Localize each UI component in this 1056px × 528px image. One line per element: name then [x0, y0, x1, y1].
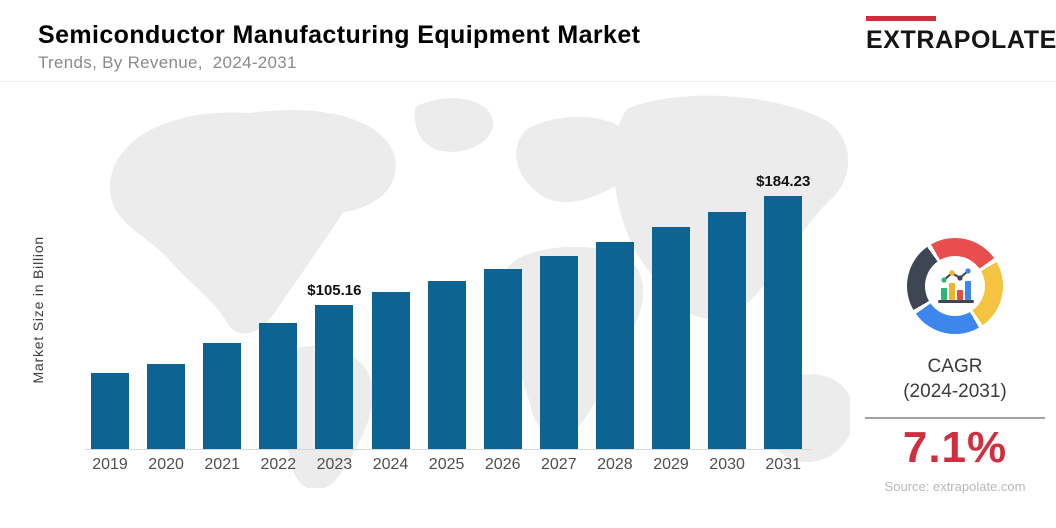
bar-2028: [595, 242, 634, 449]
bar-2026: [483, 269, 522, 449]
x-tick-2024: 2024: [372, 456, 409, 473]
bar-2030: [708, 212, 747, 449]
x-tick-2021: 2021: [204, 456, 240, 473]
x-tick-2029: 2029: [653, 456, 689, 473]
cagr-label: CAGR: [927, 356, 983, 377]
bar-2023: [315, 305, 354, 449]
bar-chart-plot-area: $105.16 $184.23: [85, 173, 812, 449]
data-label-2023: $105.16: [307, 282, 362, 299]
x-tick-2019: 2019: [92, 456, 128, 473]
cagr-panel: CAGR (2024-2031) 7.1% Source: extrapolat…: [855, 230, 1055, 494]
bar-2029: [652, 227, 690, 449]
logo-accent-bar: [866, 16, 936, 21]
x-tick-2030: 2030: [709, 456, 745, 473]
cagr-period: (2024-2031): [903, 381, 1007, 402]
x-tick-2027: 2027: [541, 456, 577, 473]
x-tick-2028: 2028: [597, 456, 633, 473]
cagr-donut-icon: [907, 238, 1003, 334]
donut-hole: [925, 256, 985, 316]
source-credit: Source: extrapolate.com: [884, 479, 1026, 494]
y-axis-label-wrap: Market Size in Billion: [28, 210, 48, 410]
x-tick-2020: 2020: [148, 456, 184, 473]
x-axis-labels: 2019 2020 2021 2022 2023 2024 2025 2026 2027 2028…: [85, 456, 812, 478]
bar-2021: [203, 343, 242, 449]
page-subtitle: Trends, By Revenue, 2024-2031: [38, 53, 297, 72]
bar-2027: [539, 256, 578, 449]
bar-2019: [91, 373, 129, 449]
cagr-value: 7.1%: [902, 423, 1008, 472]
y-axis-label: Market Size in Billion: [30, 236, 46, 384]
page-title: Semiconductor Manufacturing Equipment Ma…: [38, 21, 641, 49]
x-tick-2025: 2025: [428, 456, 465, 473]
extrapolate-logo: EXTRAPOLATE: [866, 16, 1056, 55]
data-label-2031: $184.23: [756, 173, 811, 190]
x-tick-2026: 2026: [484, 456, 521, 473]
mini-bar-line-chart-icon: [938, 268, 974, 303]
cagr-divider: [865, 417, 1045, 419]
x-axis-line: [85, 449, 812, 450]
bar-2024: [371, 292, 410, 449]
x-tick-2022: 2022: [260, 456, 297, 473]
bar-2020: [147, 364, 186, 449]
bar-2022: [259, 323, 298, 449]
x-tick-2023: 2023: [316, 456, 353, 473]
logo-text: EXTRAPOLATE: [866, 26, 1056, 54]
bar-2031: [764, 196, 803, 449]
bar-2025: [427, 281, 466, 449]
x-tick-2031: 2031: [765, 456, 801, 473]
header-divider: [0, 81, 1056, 82]
